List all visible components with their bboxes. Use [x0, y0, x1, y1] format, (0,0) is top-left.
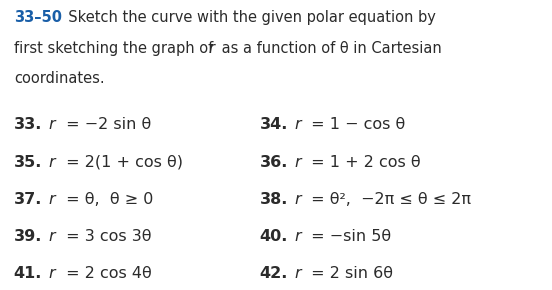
Text: first sketching the graph of: first sketching the graph of — [14, 41, 217, 56]
Text: = 2 sin 6θ: = 2 sin 6θ — [306, 266, 394, 281]
Text: r: r — [49, 266, 55, 281]
Text: 39.: 39. — [14, 229, 42, 244]
Text: = −sin 5θ: = −sin 5θ — [306, 229, 391, 244]
Text: 33–50: 33–50 — [14, 10, 62, 25]
Text: = 2(1 + cos θ): = 2(1 + cos θ) — [61, 155, 183, 170]
Text: = θ²,  −2π ≤ θ ≤ 2π: = θ², −2π ≤ θ ≤ 2π — [306, 192, 471, 207]
Text: = −2 sin θ: = −2 sin θ — [61, 117, 151, 133]
Text: = 1 + 2 cos θ: = 1 + 2 cos θ — [306, 155, 421, 170]
Text: r: r — [49, 155, 55, 170]
Text: Sketch the curve with the given polar equation by: Sketch the curve with the given polar eq… — [59, 10, 436, 25]
Text: 38.: 38. — [259, 192, 288, 207]
Text: r: r — [49, 229, 55, 244]
Text: as a function of θ in Cartesian: as a function of θ in Cartesian — [217, 41, 442, 56]
Text: = 1 − cos θ: = 1 − cos θ — [306, 117, 406, 133]
Text: = 2 cos 4θ: = 2 cos 4θ — [61, 266, 151, 281]
Text: r: r — [294, 266, 301, 281]
Text: 42.: 42. — [259, 266, 288, 281]
Text: r: r — [294, 192, 301, 207]
Text: r: r — [209, 41, 215, 56]
Text: 36.: 36. — [259, 155, 288, 170]
Text: 33.: 33. — [14, 117, 42, 133]
Text: coordinates.: coordinates. — [14, 71, 104, 86]
Text: r: r — [294, 117, 301, 133]
Text: 40.: 40. — [259, 229, 288, 244]
Text: r: r — [294, 155, 301, 170]
Text: = 3 cos 3θ: = 3 cos 3θ — [61, 229, 151, 244]
Text: 35.: 35. — [14, 155, 42, 170]
Text: = θ,  θ ≥ 0: = θ, θ ≥ 0 — [61, 192, 153, 207]
Text: r: r — [294, 229, 301, 244]
Text: 37.: 37. — [14, 192, 42, 207]
Text: r: r — [49, 192, 55, 207]
Text: 34.: 34. — [259, 117, 288, 133]
Text: 41.: 41. — [14, 266, 42, 281]
Text: r: r — [49, 117, 55, 133]
